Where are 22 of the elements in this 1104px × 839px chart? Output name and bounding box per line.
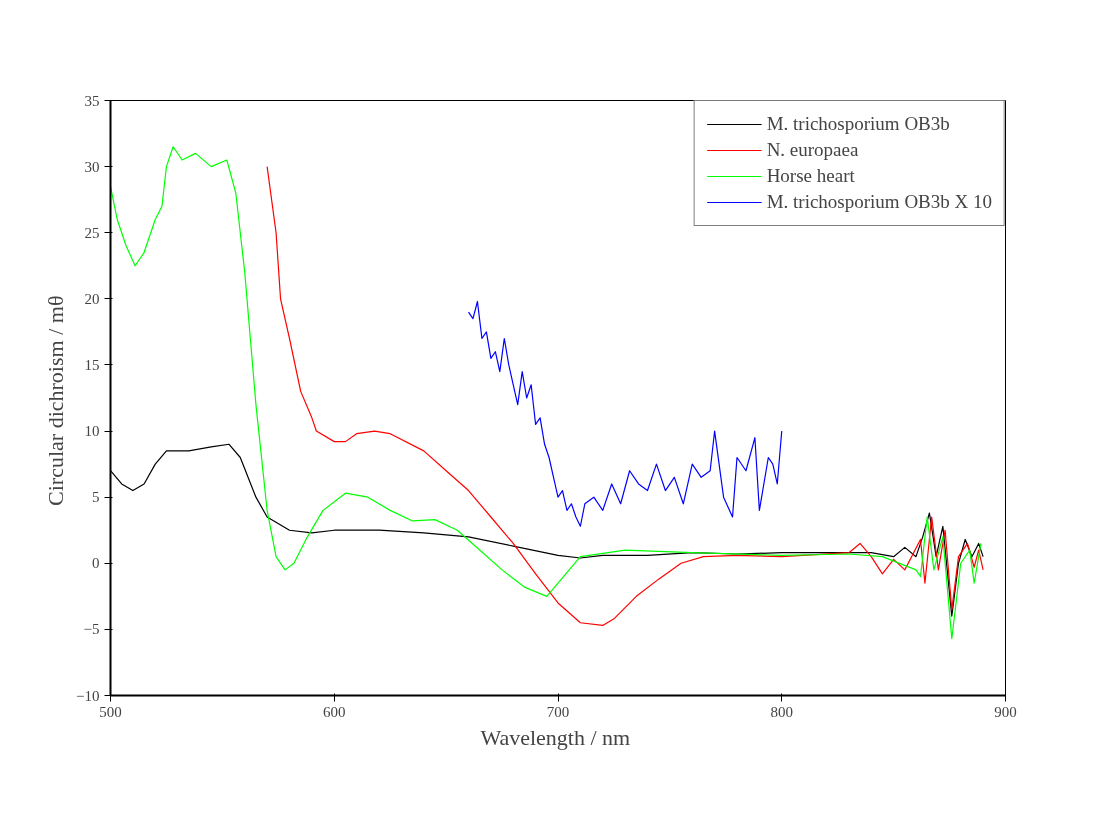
legend-label: N. europaea	[766, 139, 859, 161]
x-axis-title: Wavelength / nm	[480, 724, 631, 750]
y-tick-label: 5	[92, 489, 100, 506]
y-tick-label: 25	[84, 224, 100, 241]
y-axis-title: Circular dichroism / mθ	[43, 295, 69, 506]
x-tick-label: 900	[994, 703, 1017, 720]
y-tick-label: 30	[84, 158, 100, 175]
line-series	[467, 300, 783, 527]
x-tick-label: 600	[323, 703, 346, 720]
legend-label: M. trichosporium OB3b X 10	[766, 191, 992, 213]
x-tick-label: 800	[770, 703, 793, 720]
y-tick-label: 35	[84, 92, 100, 109]
x-tick-label: 500	[99, 703, 122, 720]
y-tick-label: −5	[83, 621, 100, 638]
x-tick-label: 700	[546, 703, 570, 720]
legend-label: Horse heart	[766, 165, 855, 187]
y-tick-label: 0	[92, 555, 100, 572]
legend-label: M. trichosporium OB3b	[766, 113, 950, 135]
y-tick-label: 15	[84, 356, 100, 373]
y-tick-label: 20	[84, 290, 100, 307]
y-tick-label: −10	[76, 687, 100, 704]
y-tick-label: 10	[84, 423, 100, 440]
